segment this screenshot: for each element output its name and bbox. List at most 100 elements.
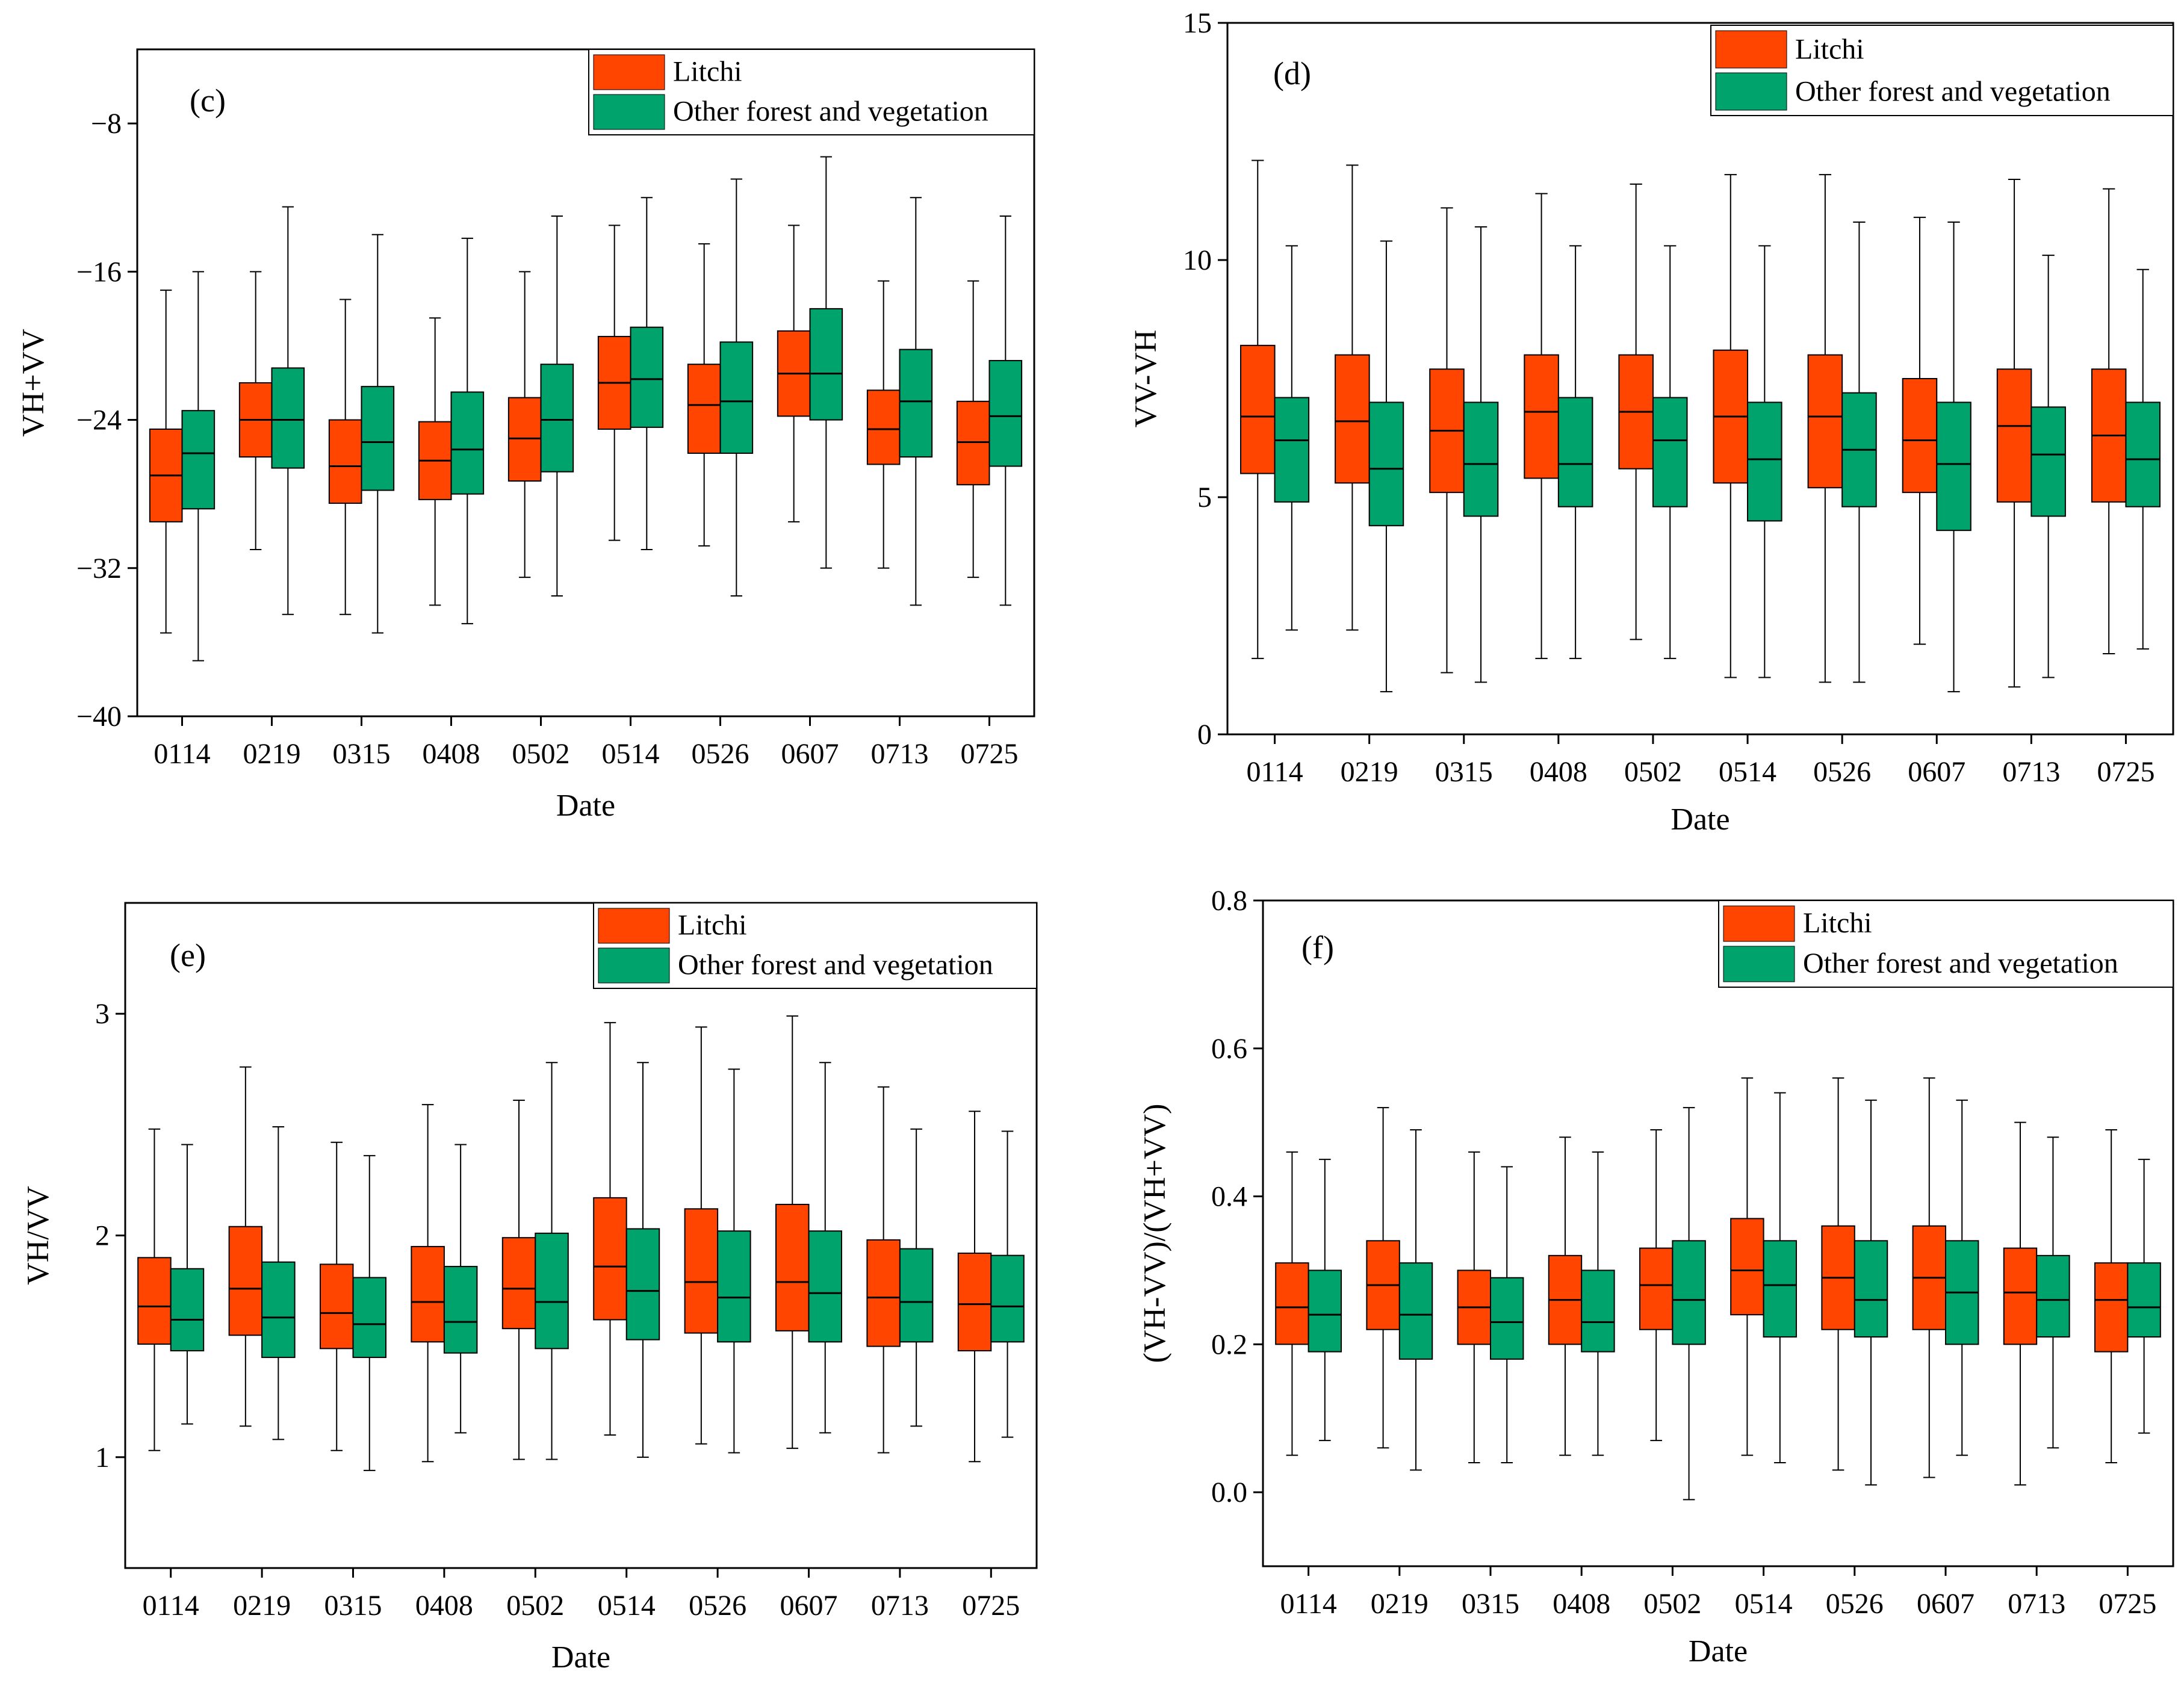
x-tick-label: 0114 [154,738,210,770]
box-0219 [228,1066,263,1427]
box-0114 [1274,245,1310,631]
x-tick-label: 0315 [333,738,391,770]
x-tick-label: 0408 [415,1590,473,1622]
box-0725 [2091,188,2127,655]
box-0526 [1821,1077,1855,1471]
y-tick-label: −24 [76,404,122,436]
x-tick-label: 0408 [1553,1588,1610,1620]
box-0219 [271,206,305,615]
x-tick-label: 0219 [1341,756,1398,788]
series-litchi [137,1015,992,1463]
box-0219 [261,1126,296,1440]
box-iqr [809,308,843,421]
box-0502 [501,1099,536,1460]
box-0526 [1807,174,1843,683]
box-0514 [1747,245,1782,678]
legend-box [1710,25,2174,116]
box-0502 [1618,183,1654,640]
box-0725 [2127,1159,2161,1434]
legend-label-other: Other forest and vegetation [678,949,993,981]
box-iqr [2094,1262,2129,1353]
box-iqr [956,400,990,486]
x-tick-label: 0502 [506,1590,564,1622]
box-iqr [957,1252,992,1352]
box-iqr [1807,354,1843,489]
y-tick-label: 0.6 [1211,1033,1247,1065]
box-0408 [1548,1136,1583,1456]
x-tick-label: 0526 [689,1590,746,1622]
x-tick-label: 0713 [2008,1588,2065,1620]
box-0502 [1672,1107,1706,1501]
legend-swatch-other [598,947,670,984]
box-iqr [411,1245,445,1343]
legend: Litchi Other forest and vegetation [593,902,1037,989]
box-0315 [1429,207,1465,674]
box-0114 [137,1128,172,1451]
box-iqr [2030,406,2066,517]
legend-swatch-other [593,94,665,130]
box-0526 [1841,221,1877,683]
box-0514 [625,1062,660,1458]
y-tick-label: −16 [76,256,122,288]
box-0315 [352,1155,387,1471]
x-tick-label: 0607 [781,738,839,770]
x-tick-label: 0514 [1719,756,1776,788]
box-0514 [1730,1077,1764,1456]
legend-swatch-litchi [1723,905,1795,942]
box-iqr [899,1248,934,1343]
x-tick-label: 0514 [1735,1588,1793,1620]
box-0713 [2003,1121,2038,1486]
box-iqr [1308,1269,1342,1353]
x-tick-label: 0526 [1813,756,1871,788]
y-tick-label: 0.0 [1211,1477,1247,1508]
y-axis-label: VH+VV [16,329,51,437]
x-tick-label: 0713 [2002,756,2060,788]
box-iqr [1854,1240,1888,1338]
box-iqr [1335,354,1370,484]
box-iqr [717,1230,751,1343]
box-0526 [684,1026,719,1445]
x-tick-label: 0526 [1826,1588,1884,1620]
panel-label: (f) [1301,929,1334,965]
x-tick-label: 0725 [962,1590,1020,1622]
box-0607 [809,156,843,569]
box-0408 [450,237,485,625]
box-0114 [149,290,183,634]
box-iqr [443,1266,478,1354]
box-0408 [443,1144,478,1434]
box-0713 [2030,255,2066,678]
box-iqr [775,1203,810,1331]
box-0526 [717,1068,751,1454]
box-iqr [630,326,664,428]
plot-frame [136,48,1035,718]
box-0219 [1366,1107,1400,1449]
box-0713 [866,280,901,569]
x-tick-label: 0725 [961,738,1019,770]
box-0526 [687,243,721,547]
y-tick-label: −40 [76,701,122,733]
panel-label: (e) [170,937,206,973]
x-tick-label: 0219 [233,1590,291,1622]
box-iqr [170,1268,205,1352]
series-other [1308,1092,2161,1501]
legend-label-other: Other forest and vegetation [1803,947,2118,979]
box-iqr [1524,354,1559,479]
box-iqr [1581,1269,1615,1353]
box-iqr [1490,1277,1524,1360]
box-0502 [1652,245,1688,659]
box-0315 [1490,1166,1524,1463]
box-0114 [170,1144,205,1425]
x-tick-label: 0514 [598,1590,656,1622]
legend-label-litchi: Litchi [1795,33,1864,65]
box-iqr [1463,401,1499,517]
box-iqr [1763,1240,1798,1338]
y-tick-label: −32 [76,553,122,584]
box-0408 [1524,193,1559,659]
box-iqr [2003,1247,2038,1345]
box-0526 [719,178,754,597]
legend-swatch-litchi [593,54,665,90]
y-tick-label: 5 [1197,482,1212,513]
x-tick-label: 0408 [423,738,480,770]
x-tick-label: 0219 [1371,1588,1429,1620]
x-tick-label: 0114 [1280,1588,1336,1620]
